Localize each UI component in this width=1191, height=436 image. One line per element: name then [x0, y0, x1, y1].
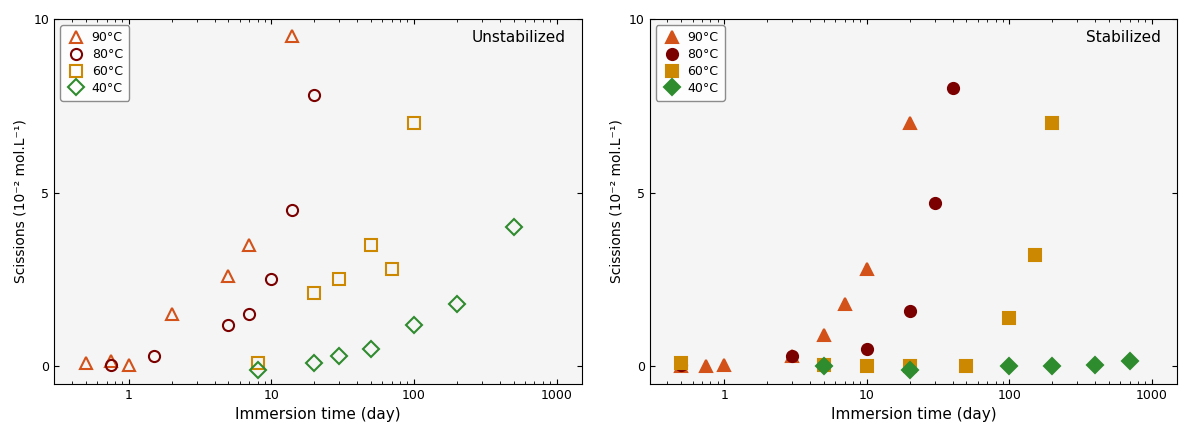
60°C [903, 364, 917, 369]
90°C [121, 362, 136, 367]
X-axis label: Immersion time (day): Immersion time (day) [235, 407, 400, 422]
80°C [946, 86, 960, 91]
Line: 90°C: 90°C [80, 31, 298, 370]
60°C [959, 364, 973, 369]
60°C [1003, 315, 1017, 320]
60°C [860, 364, 874, 369]
Y-axis label: Scissions (10⁻² mol.L⁻¹): Scissions (10⁻² mol.L⁻¹) [14, 119, 27, 283]
Line: 90°C: 90°C [675, 118, 916, 372]
Line: 40°C: 40°C [252, 222, 519, 375]
60°C [385, 266, 399, 272]
80°C [242, 312, 256, 317]
80°C [903, 308, 917, 313]
90°C [222, 273, 236, 279]
Line: 40°C: 40°C [818, 355, 1135, 375]
40°C [450, 301, 464, 307]
40°C [250, 367, 264, 372]
40°C [817, 364, 831, 369]
80°C [222, 322, 236, 327]
60°C [1028, 252, 1042, 258]
80°C [674, 362, 688, 367]
Legend: 90°C, 80°C, 60°C, 40°C: 90°C, 80°C, 60°C, 40°C [656, 25, 724, 101]
80°C [928, 201, 942, 206]
Text: Stabilized: Stabilized [1086, 30, 1161, 45]
80°C [307, 93, 322, 98]
60°C [817, 362, 831, 367]
40°C [1123, 358, 1137, 364]
Line: 80°C: 80°C [675, 83, 959, 370]
Legend: 90°C, 80°C, 60°C, 40°C: 90°C, 80°C, 60°C, 40°C [61, 25, 129, 101]
60°C [1046, 120, 1060, 126]
80°C [785, 353, 799, 358]
90°C [674, 364, 688, 369]
90°C [785, 353, 799, 358]
90°C [860, 266, 874, 272]
40°C [506, 225, 520, 230]
80°C [146, 353, 161, 358]
60°C [307, 291, 322, 296]
40°C [307, 360, 322, 365]
90°C [903, 120, 917, 126]
40°C [1046, 364, 1060, 369]
90°C [837, 301, 852, 307]
90°C [79, 360, 93, 365]
Text: Unstabilized: Unstabilized [472, 30, 566, 45]
80°C [264, 277, 279, 282]
X-axis label: Immersion time (day): Immersion time (day) [830, 407, 996, 422]
60°C [407, 120, 422, 126]
Y-axis label: Scissions (10⁻² mol.L⁻¹): Scissions (10⁻² mol.L⁻¹) [610, 119, 623, 283]
60°C [332, 277, 347, 282]
90°C [717, 362, 731, 367]
40°C [1089, 362, 1103, 367]
Line: 60°C: 60°C [675, 118, 1058, 372]
40°C [1003, 364, 1017, 369]
40°C [903, 367, 917, 372]
40°C [332, 353, 347, 358]
90°C [164, 312, 179, 317]
90°C [817, 332, 831, 337]
80°C [860, 346, 874, 351]
Line: 80°C: 80°C [105, 90, 320, 370]
40°C [363, 346, 378, 351]
60°C [674, 360, 688, 365]
60°C [250, 360, 264, 365]
80°C [285, 208, 299, 213]
80°C [104, 362, 118, 367]
Line: 60°C: 60°C [252, 118, 419, 368]
90°C [285, 34, 299, 39]
90°C [242, 242, 256, 247]
90°C [104, 358, 118, 364]
40°C [407, 322, 422, 327]
90°C [699, 364, 713, 369]
60°C [363, 242, 378, 247]
